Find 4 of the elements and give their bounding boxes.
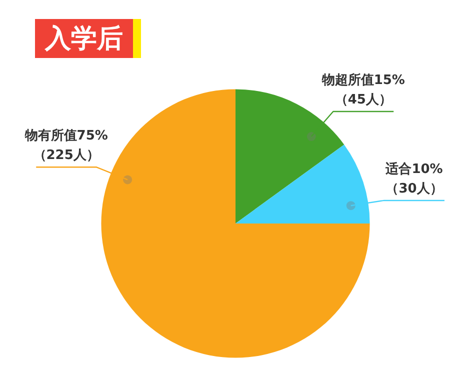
slice-label: 物有所值75% （225人） — [24, 128, 108, 164]
slice-label: 适合10% （30人） — [384, 161, 443, 197]
chart-title: 入学后 — [35, 19, 141, 58]
slice-label: 物超所值15% （45人） — [320, 72, 405, 108]
